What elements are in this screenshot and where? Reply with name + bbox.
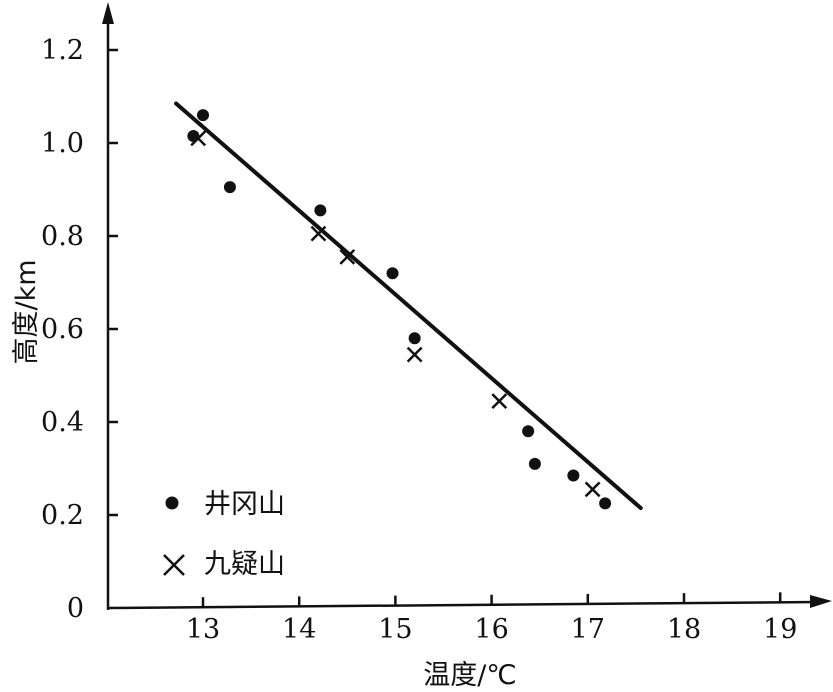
trend-line-group bbox=[174, 101, 643, 511]
x-tick-label: 18 bbox=[667, 614, 701, 645]
legend-label-jiuyishan: 九疑山 bbox=[204, 549, 285, 580]
trend-line bbox=[174, 101, 643, 511]
x-tick-label: 15 bbox=[378, 614, 412, 645]
point-jinggangshan bbox=[528, 457, 541, 470]
point-jiuyishan bbox=[190, 130, 207, 147]
y-tick-label: 0.6 bbox=[41, 314, 84, 345]
y-tick-label: 0.2 bbox=[41, 500, 84, 531]
point-jinggangshan bbox=[386, 267, 399, 280]
point-jiuyishan bbox=[310, 225, 327, 242]
point-jinggangshan bbox=[223, 181, 236, 194]
legend: 井冈山 九疑山 bbox=[163, 489, 285, 580]
point-jiuyishan bbox=[584, 481, 601, 498]
ticks: 0 0.2 0.4 0.6 0.8 1.0 1.2 13 14 15 16 17 18 19 bbox=[41, 35, 797, 645]
x-tick-label: 17 bbox=[571, 614, 605, 645]
y-tick-label: 0.4 bbox=[41, 407, 84, 438]
point-jiuyishan bbox=[406, 346, 423, 363]
point-jinggangshan bbox=[599, 497, 612, 510]
x-tick-label: 19 bbox=[763, 614, 797, 645]
axes bbox=[102, 2, 832, 610]
legend-dot-marker bbox=[165, 496, 179, 510]
point-jinggangshan bbox=[567, 469, 580, 482]
point-jinggangshan bbox=[197, 109, 209, 122]
point-jiuyishan bbox=[491, 393, 508, 409]
y-tick-label: 0 bbox=[67, 593, 84, 624]
x-axis-arrow bbox=[810, 595, 832, 608]
point-jinggangshan bbox=[522, 425, 535, 438]
y-tick-label: 1.2 bbox=[41, 35, 84, 66]
y-axis-title: 高度/km bbox=[11, 259, 42, 364]
legend-label-jinggangshan: 井冈山 bbox=[204, 489, 285, 520]
y-axis-arrow bbox=[102, 2, 114, 24]
y-tick-label: 0.8 bbox=[41, 221, 84, 252]
x-tick-label: 14 bbox=[282, 614, 316, 645]
legend-cross-marker bbox=[163, 554, 185, 576]
x-tick-label: 13 bbox=[186, 614, 220, 645]
point-jinggangshan bbox=[408, 332, 421, 345]
data-points bbox=[187, 109, 612, 510]
x-tick-label: 16 bbox=[474, 614, 508, 645]
point-jiuyishan bbox=[339, 249, 356, 265]
x-axis-title: 温度/℃ bbox=[423, 660, 516, 691]
point-jinggangshan bbox=[314, 204, 327, 217]
x-axis-line bbox=[107, 600, 819, 610]
y-tick-label: 1.0 bbox=[41, 128, 84, 159]
